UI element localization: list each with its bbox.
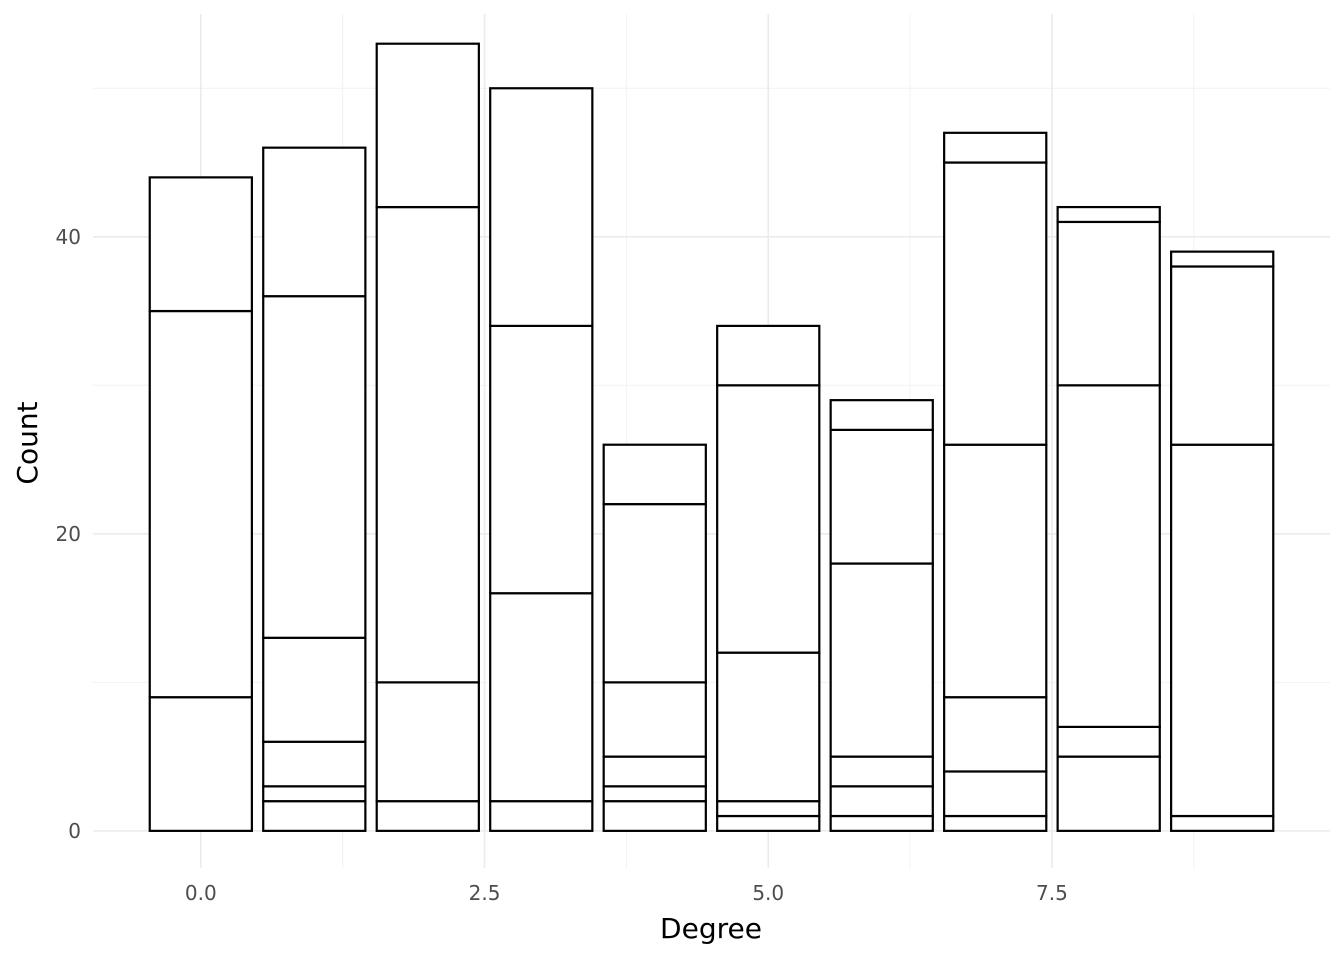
bar-6 <box>829 399 934 832</box>
bar-6-segment-4 <box>829 428 934 565</box>
bar-3-segment-1 <box>489 592 594 803</box>
x-tick-label-0: 0.0 <box>185 881 217 905</box>
y-tick-label-2: 40 <box>56 225 81 249</box>
bar-1-segment-0 <box>262 800 367 832</box>
y-tick-label-0: 0 <box>68 819 81 843</box>
x-tick-label-3: 7.5 <box>1036 881 1068 905</box>
bar-1-segment-5 <box>262 146 367 298</box>
bar-5-segment-2 <box>716 651 821 803</box>
bar-5-segment-0 <box>716 814 821 832</box>
bar-9 <box>1170 250 1275 832</box>
bar-1-segment-1 <box>262 785 367 803</box>
bar-3-segment-3 <box>489 87 594 327</box>
bar-7-segment-3 <box>943 443 1048 699</box>
bar-8-segment-0 <box>1056 755 1161 832</box>
bar-2-segment-3 <box>375 42 480 209</box>
bar-6-segment-0 <box>829 814 934 832</box>
bar-4-segment-0 <box>602 800 707 832</box>
x-axis-title: Degree <box>660 912 762 945</box>
bar-9-segment-2 <box>1170 265 1275 446</box>
bar-5-segment-3 <box>716 384 821 654</box>
bar-4-segment-2 <box>602 755 707 788</box>
bar-2-segment-0 <box>375 800 480 832</box>
bar-4 <box>602 443 707 832</box>
bar-7-segment-1 <box>943 770 1048 818</box>
bars <box>148 42 1275 832</box>
bar-2-segment-2 <box>375 205 480 684</box>
bar-6-segment-2 <box>829 755 934 788</box>
bar-0-segment-2 <box>148 176 253 313</box>
bar-1 <box>262 146 367 832</box>
y-axis-ticks: 0 20 40 <box>56 225 81 843</box>
bar-7-segment-0 <box>943 814 1048 832</box>
bar-8 <box>1056 205 1161 832</box>
bar-1-segment-3 <box>262 636 367 743</box>
bar-7-segment-5 <box>943 131 1048 164</box>
bar-6-segment-3 <box>829 562 934 758</box>
bar-1-segment-4 <box>262 295 367 639</box>
bar-5-segment-1 <box>716 800 821 818</box>
y-axis-title: Count <box>11 401 44 484</box>
bar-7 <box>943 131 1048 832</box>
x-tick-label-1: 2.5 <box>469 881 501 905</box>
bar-4-segment-3 <box>602 681 707 758</box>
bar-4-segment-4 <box>602 503 707 684</box>
bar-0 <box>148 176 253 832</box>
bar-4-segment-5 <box>602 443 707 506</box>
bar-8-segment-1 <box>1056 725 1161 758</box>
bar-6-segment-1 <box>829 785 934 818</box>
bar-3 <box>489 87 594 832</box>
y-tick-label-1: 20 <box>56 522 81 546</box>
bar-1-segment-2 <box>262 740 367 788</box>
bar-5 <box>716 324 821 832</box>
bar-9-segment-1 <box>1170 443 1275 818</box>
bar-7-segment-4 <box>943 161 1048 446</box>
bar-7-segment-2 <box>943 696 1048 773</box>
bar-9-segment-0 <box>1170 814 1275 832</box>
bar-8-segment-4 <box>1056 205 1161 224</box>
bar-6-segment-5 <box>829 399 934 431</box>
bar-3-segment-0 <box>489 800 594 832</box>
bar-5-segment-4 <box>716 324 821 387</box>
bar-2-segment-1 <box>375 681 480 803</box>
bar-0-segment-1 <box>148 309 253 699</box>
x-tick-label-2: 5.0 <box>752 881 784 905</box>
bar-4-segment-1 <box>602 785 707 803</box>
bar-2 <box>375 42 480 832</box>
x-axis-ticks: 0.0 2.5 5.0 7.5 <box>185 881 1068 905</box>
bar-8-segment-3 <box>1056 220 1161 387</box>
bar-3-segment-2 <box>489 324 594 595</box>
bar-8-segment-2 <box>1056 384 1161 729</box>
bar-9-segment-3 <box>1170 250 1275 268</box>
bar-0-segment-0 <box>148 696 253 832</box>
